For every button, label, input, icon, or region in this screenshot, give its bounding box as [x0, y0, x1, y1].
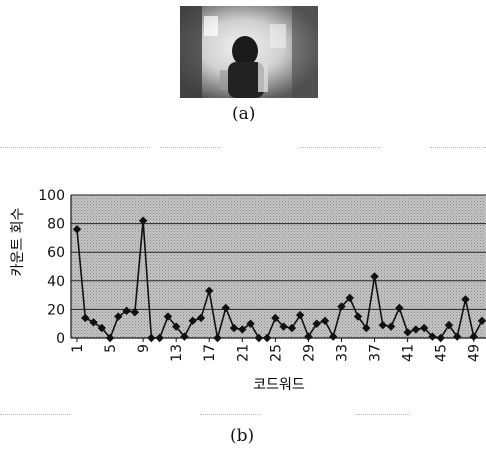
data-point	[461, 295, 470, 304]
data-point	[213, 333, 222, 343]
data-point	[105, 333, 115, 343]
plot-area	[71, 195, 486, 338]
caption-a: (a)	[232, 104, 256, 124]
axes	[70, 195, 486, 342]
data-point	[370, 272, 379, 281]
data-point	[97, 323, 106, 333]
data-point	[89, 318, 98, 327]
data-point	[386, 322, 396, 331]
photo-graphic	[180, 6, 318, 98]
x-tick-label: 13	[169, 344, 185, 362]
x-tick-label: 33	[334, 344, 350, 362]
data-point	[469, 332, 478, 341]
x-tick-label: 41	[401, 344, 417, 362]
data-point	[279, 322, 288, 331]
data-point	[163, 312, 173, 321]
divider	[0, 147, 150, 148]
line-chart: 0 20 40 60 80 100 1 5 9 13 17 21 25 29 33 37 41 45 49 카운트…	[10, 188, 486, 393]
divider	[0, 414, 70, 415]
data-point	[138, 216, 148, 225]
divider	[355, 414, 410, 415]
divider	[200, 414, 260, 415]
y-tick-label: 0	[56, 331, 65, 347]
data-point	[254, 333, 264, 343]
x-tick-label: 45	[434, 344, 450, 362]
data-point	[72, 225, 82, 234]
divider	[300, 147, 380, 148]
data-point	[353, 312, 363, 321]
data-point	[295, 310, 305, 320]
x-tick-label: 5	[103, 344, 119, 353]
y-tick-label: 100	[38, 188, 65, 204]
data-point	[378, 320, 388, 330]
data-point	[329, 332, 338, 341]
photo-image	[180, 6, 318, 98]
data-point	[171, 322, 181, 331]
divider	[430, 147, 486, 148]
data-point	[196, 313, 206, 323]
data-point	[337, 302, 346, 311]
y-tick-label: 80	[47, 217, 65, 233]
data-point	[229, 323, 239, 333]
data-point	[453, 332, 462, 341]
x-tick-label: 29	[301, 344, 317, 362]
data-point	[122, 306, 131, 316]
data-point	[81, 313, 90, 323]
data-point	[180, 332, 189, 341]
x-tick-label: 9	[136, 344, 152, 353]
data-point	[114, 312, 123, 321]
y-tick-label: 40	[47, 274, 65, 290]
x-tick-label: 49	[467, 344, 483, 362]
data-point	[262, 333, 272, 343]
divider	[160, 147, 220, 148]
x-tick-label: 17	[202, 344, 218, 362]
y-axis-label: 카운트 회수	[10, 207, 26, 276]
data-point	[477, 316, 486, 326]
data-point	[419, 323, 429, 333]
data-point	[411, 325, 421, 334]
y-tick-label: 20	[47, 302, 65, 318]
data-point	[428, 332, 437, 341]
data-point	[246, 319, 255, 328]
data-point	[444, 320, 454, 330]
x-tick-label: 37	[368, 344, 384, 362]
x-tick-labels: 1 5 9 13 17 21 25 29 33 37 41 45 49	[70, 344, 483, 362]
data-point	[345, 293, 354, 303]
caption-b: (b)	[230, 426, 255, 446]
data-point	[147, 333, 156, 343]
data-point	[130, 308, 140, 317]
data-point	[238, 325, 247, 334]
data-point	[312, 319, 321, 328]
data-point	[205, 286, 214, 296]
x-axis-label: 코드워드	[253, 377, 305, 393]
x-tick-label: 21	[235, 344, 251, 362]
data-point	[362, 323, 371, 333]
y-tick-label: 60	[47, 245, 65, 261]
data-point	[271, 313, 280, 323]
x-tick-label: 1	[70, 344, 86, 353]
x-tick-label: 25	[268, 344, 284, 362]
data-point	[155, 333, 164, 343]
y-tick-labels: 0 20 40 60 80 100	[38, 188, 65, 347]
data-point	[287, 323, 297, 333]
data-point	[304, 332, 313, 341]
data-point	[436, 333, 445, 343]
